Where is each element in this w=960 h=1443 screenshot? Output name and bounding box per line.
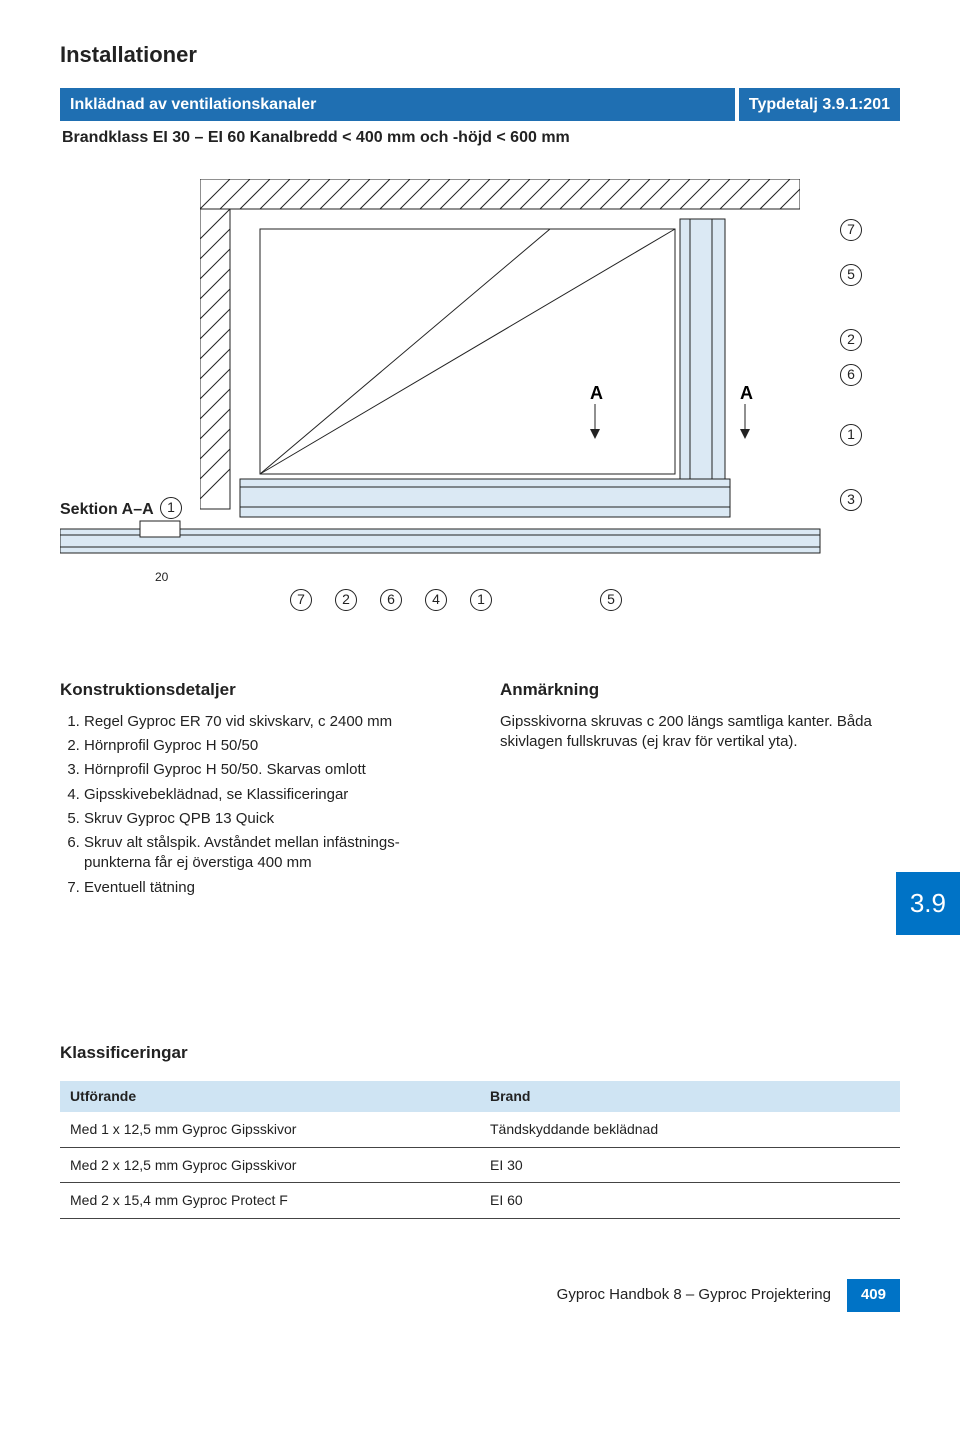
- callout-7: 7: [840, 219, 862, 241]
- page-footer: Gyproc Handbok 8 – Gyproc Projektering 4…: [60, 1279, 900, 1311]
- title-bar: Inklädnad av ventilationskanaler Typdeta…: [60, 88, 900, 122]
- konstr-item: Skruv alt stålspik. Avståndet mellan inf…: [84, 833, 460, 874]
- klass-cell: Med 2 x 12,5 mm Gyproc Gipsskivor: [60, 1147, 480, 1183]
- klass-cell: Med 2 x 15,4 mm Gyproc Protect F: [60, 1183, 480, 1219]
- callout-b-7: 7: [290, 589, 312, 611]
- konstruktionsdetaljer: Konstruktionsdetaljer Regel Gyproc ER 70…: [60, 679, 460, 902]
- title-bar-right: Typdetalj 3.9.1:201: [739, 88, 900, 122]
- anmarkning: Anmärkning Gipsskivorna skruvas c 200 lä…: [500, 679, 900, 902]
- konstr-item: Hörnprofil Gyproc H 50/50. Skarvas omlot…: [84, 760, 460, 780]
- page-number: 409: [847, 1279, 900, 1311]
- callout-5: 5: [840, 264, 862, 286]
- callout-1: 1: [840, 424, 862, 446]
- callout-b-1: 1: [470, 589, 492, 611]
- konstr-item: Gipsskivebeklädnad, se Klassificeringar: [84, 785, 460, 805]
- klass-cell: Tändskyddande beklädnad: [480, 1112, 900, 1147]
- klass-cell: EI 30: [480, 1147, 900, 1183]
- callout-3: 3: [840, 489, 862, 511]
- callout-6: 6: [840, 364, 862, 386]
- callout-2: 2: [840, 329, 862, 351]
- konstr-item: Eventuell tätning: [84, 878, 460, 898]
- konstr-item: Regel Gyproc ER 70 vid skivskarv, c 2400…: [84, 712, 460, 732]
- konstr-list: Regel Gyproc ER 70 vid skivskarv, c 2400…: [60, 712, 460, 898]
- sektion-label: Sektion A–A: [60, 499, 154, 521]
- callout-b-6: 6: [380, 589, 402, 611]
- footer-text: Gyproc Handbok 8 – Gyproc Projektering: [557, 1285, 831, 1305]
- anmark-text: Gipsskivorna skruvas c 200 längs samtlig…: [500, 712, 900, 753]
- konstr-item: Skruv Gyproc QPB 13 Quick: [84, 809, 460, 829]
- callout-b-4: 4: [425, 589, 447, 611]
- callout-b-2: 2: [335, 589, 357, 611]
- svg-text:A: A: [740, 383, 753, 403]
- callout-left-1: 1: [160, 497, 182, 519]
- svg-text:A: A: [590, 383, 603, 403]
- klass-th-utforande: Utförande: [60, 1081, 480, 1112]
- klass-cell: Med 1 x 12,5 mm Gyproc Gipsskivor: [60, 1112, 480, 1147]
- subtitle: Brandklass EI 30 – EI 60 Kanalbredd < 40…: [60, 127, 900, 149]
- section-tab: 3.9: [896, 872, 960, 935]
- klass-title: Klassificeringar: [60, 1042, 900, 1065]
- page-title: Installationer: [60, 40, 900, 70]
- callout-b-5: 5: [600, 589, 622, 611]
- konstr-title: Konstruktionsdetaljer: [60, 679, 460, 702]
- title-bar-left: Inklädnad av ventilationskanaler: [60, 88, 735, 122]
- section-drawing: A A: [200, 179, 800, 539]
- konstr-item: Hörnprofil Gyproc H 50/50: [84, 736, 460, 756]
- klass-th-brand: Brand: [480, 1081, 900, 1112]
- anmark-title: Anmärkning: [500, 679, 900, 702]
- klass-cell: EI 60: [480, 1183, 900, 1219]
- klass-table: Utförande Brand Med 1 x 12,5 mm Gyproc G…: [60, 1081, 900, 1220]
- dim-20: 20: [155, 569, 168, 585]
- figure: A A 7 5 2 6 1 3 Sektion A–A 1 20 7 2 6 4…: [60, 169, 900, 649]
- section-strip: [60, 519, 900, 579]
